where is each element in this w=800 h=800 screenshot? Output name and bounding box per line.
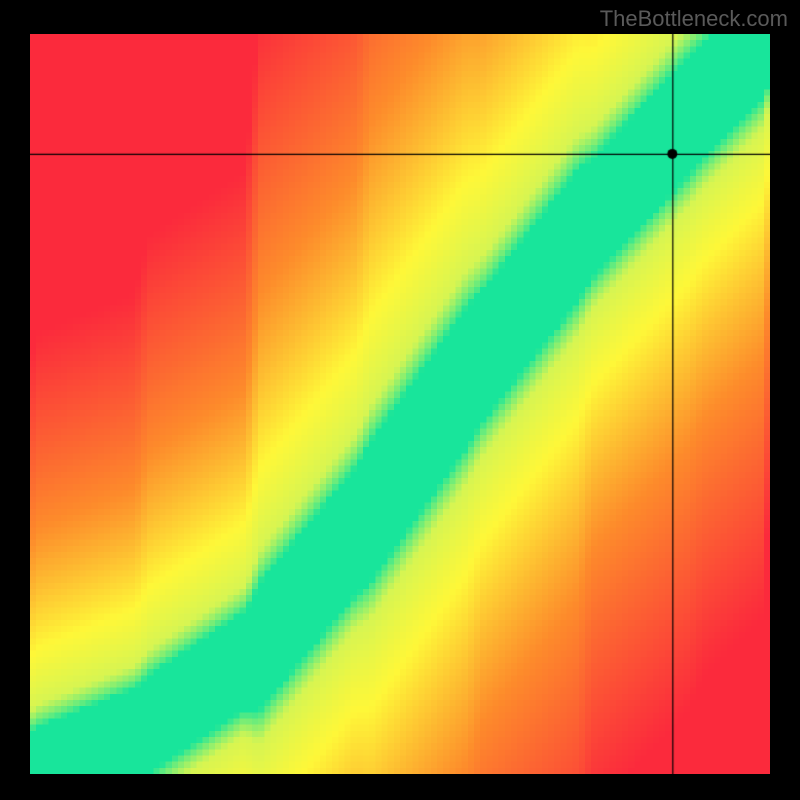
bottleneck-heatmap [30, 34, 770, 774]
chart-container: TheBottleneck.com [0, 0, 800, 800]
watermark-text: TheBottleneck.com [600, 6, 788, 32]
